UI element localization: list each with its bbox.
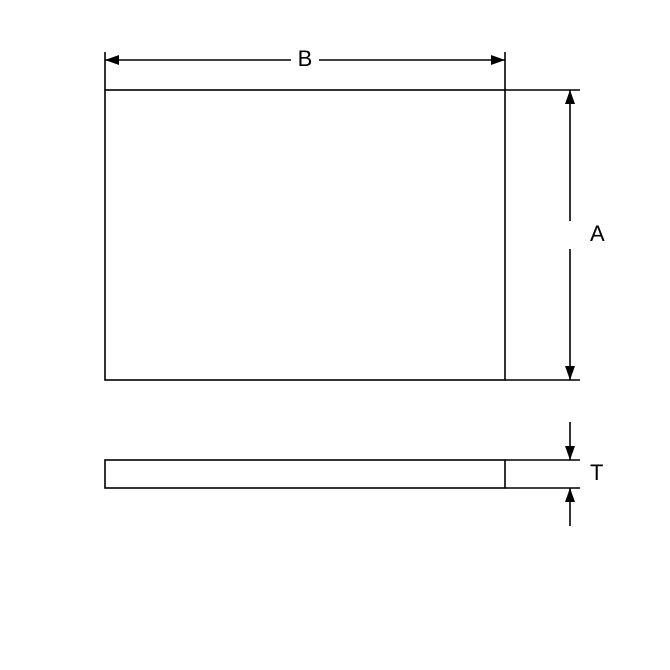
dimension-diagram: B A T <box>0 0 670 670</box>
dimension-a-label: A <box>590 221 605 246</box>
dimension-b-label: B <box>298 46 313 71</box>
dimension-t-label: T <box>590 460 603 485</box>
